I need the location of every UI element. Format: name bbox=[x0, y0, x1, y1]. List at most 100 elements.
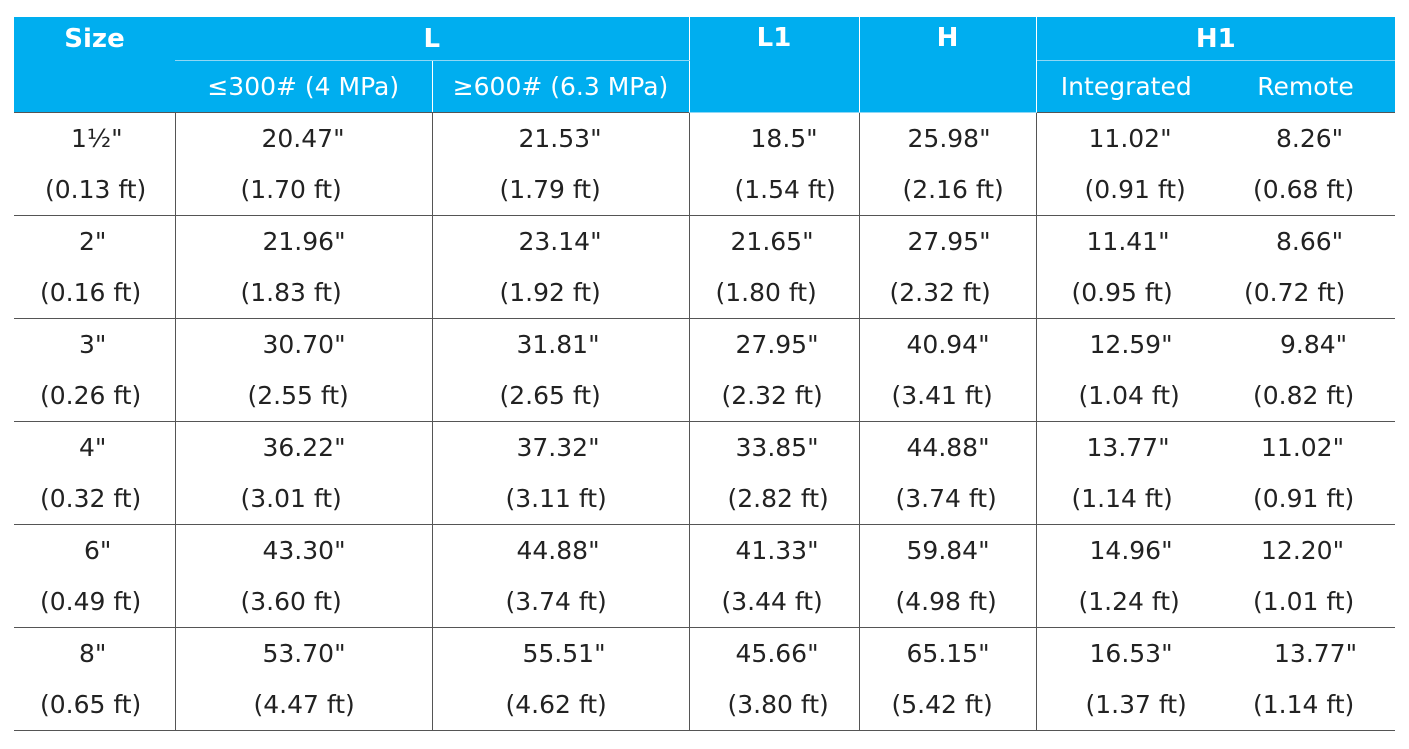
cell-inch: 11.02" bbox=[1088, 124, 1172, 153]
table-row: 2" (0.16 ft) 21.96" (1.83 ft) 23.14" (1.92 … bbox=[14, 215, 1396, 319]
cell-l1: 45.66" (3.80 ft) bbox=[689, 627, 860, 731]
cell-h: 25.98" (2.16 ft) bbox=[859, 112, 1037, 216]
cell-inch: 4" bbox=[79, 433, 107, 462]
cell-inch: 2" bbox=[79, 227, 107, 256]
cell-size: 6" (0.49 ft) bbox=[14, 524, 176, 628]
cell-h1-integrated: 11.02" (0.91 ft) bbox=[1036, 112, 1217, 216]
table-row: 1½" (0.13 ft) 20.47" (1.70 ft) 21.53" (1.79… bbox=[14, 112, 1396, 216]
cell-inch: 20.47" bbox=[261, 124, 345, 153]
cell-l1: 41.33" (3.44 ft) bbox=[689, 524, 860, 628]
cell-h1-remote: 12.20" (1.01 ft) bbox=[1216, 524, 1396, 628]
cell-ft: (3.44 ft) bbox=[721, 587, 823, 616]
table-row: 8" (0.65 ft) 53.70" (4.47 ft) 55.51" (4.62 … bbox=[14, 627, 1396, 731]
cell-ft: (3.74 ft) bbox=[895, 484, 997, 513]
header-h1-remote: Remote bbox=[1216, 60, 1396, 113]
cell-ft: (0.65 ft) bbox=[40, 690, 142, 719]
cell-size: 8" (0.65 ft) bbox=[14, 627, 176, 731]
cell-ft: (3.60 ft) bbox=[240, 587, 342, 616]
cell-inch: 53.70" bbox=[262, 639, 346, 668]
cell-ft: (0.32 ft) bbox=[40, 484, 142, 513]
cell-inch: 59.84" bbox=[906, 536, 990, 565]
cell-h: 59.84" (4.98 ft) bbox=[859, 524, 1037, 628]
cell-inch: 21.65" bbox=[730, 227, 814, 256]
cell-inch: 43.30" bbox=[262, 536, 346, 565]
cell-l-low: 21.96" (1.83 ft) bbox=[175, 215, 433, 319]
cell-inch: 37.32" bbox=[516, 433, 600, 462]
header-size: Size bbox=[14, 17, 175, 61]
cell-ft: (0.26 ft) bbox=[40, 381, 142, 410]
cell-ft: (3.74 ft) bbox=[505, 587, 607, 616]
cell-l-low: 20.47" (1.70 ft) bbox=[175, 112, 433, 216]
cell-h1-remote: 9.84" (0.82 ft) bbox=[1216, 318, 1396, 422]
cell-inch: 55.51" bbox=[522, 639, 606, 668]
cell-ft: (2.32 ft) bbox=[889, 278, 991, 307]
cell-inch: 45.66" bbox=[735, 639, 819, 668]
cell-l1: 33.85" (2.82 ft) bbox=[689, 421, 860, 525]
header-size-blank bbox=[14, 60, 175, 113]
cell-inch: 8" bbox=[79, 639, 107, 668]
cell-inch: 1½" bbox=[71, 124, 123, 153]
header-l: L bbox=[175, 17, 690, 61]
cell-h: 65.15" (5.42 ft) bbox=[859, 627, 1037, 731]
cell-inch: 41.33" bbox=[735, 536, 819, 565]
cell-l-high: 21.53" (1.79 ft) bbox=[432, 112, 690, 216]
cell-size: 2" (0.16 ft) bbox=[14, 215, 176, 319]
cell-ft: (2.32 ft) bbox=[721, 381, 823, 410]
cell-l-low: 43.30" (3.60 ft) bbox=[175, 524, 433, 628]
cell-l-high: 23.14" (1.92 ft) bbox=[432, 215, 690, 319]
cell-ft: (2.55 ft) bbox=[247, 381, 349, 410]
header-h1-integrated: Integrated bbox=[1036, 60, 1217, 113]
cell-ft: (1.83 ft) bbox=[240, 278, 342, 307]
cell-ft: (1.54 ft) bbox=[734, 175, 836, 204]
cell-h1-remote: 13.77" (1.14 ft) bbox=[1216, 627, 1396, 731]
cell-ft: (4.47 ft) bbox=[253, 690, 355, 719]
header-l-high: ≥600# (6.3 MPa) bbox=[432, 60, 690, 113]
header-h1: H1 bbox=[1036, 17, 1396, 61]
cell-ft: (3.01 ft) bbox=[240, 484, 342, 513]
header-h: H bbox=[859, 17, 1037, 113]
cell-inch: 31.81" bbox=[516, 330, 600, 359]
cell-h1-integrated: 12.59" (1.04 ft) bbox=[1036, 318, 1217, 422]
cell-inch: 33.85" bbox=[735, 433, 819, 462]
cell-inch: 27.95" bbox=[907, 227, 991, 256]
cell-l-high: 55.51" (4.62 ft) bbox=[432, 627, 690, 731]
cell-l-high: 44.88" (3.74 ft) bbox=[432, 524, 690, 628]
cell-ft: (0.91 ft) bbox=[1084, 175, 1186, 204]
cell-inch: 8.66" bbox=[1276, 227, 1344, 256]
cell-inch: 16.53" bbox=[1089, 639, 1173, 668]
cell-ft: (1.37 ft) bbox=[1085, 690, 1187, 719]
cell-size: 3" (0.26 ft) bbox=[14, 318, 176, 422]
table-row: 6" (0.49 ft) 43.30" (3.60 ft) 44.88" (3.74 … bbox=[14, 524, 1396, 628]
cell-l-low: 53.70" (4.47 ft) bbox=[175, 627, 433, 731]
cell-inch: 3" bbox=[79, 330, 107, 359]
cell-h1-integrated: 11.41" (0.95 ft) bbox=[1036, 215, 1217, 319]
cell-inch: 21.96" bbox=[262, 227, 346, 256]
cell-inch: 21.53" bbox=[518, 124, 602, 153]
cell-h1-integrated: 16.53" (1.37 ft) bbox=[1036, 627, 1217, 731]
cell-inch: 44.88" bbox=[516, 536, 600, 565]
cell-inch: 13.77" bbox=[1086, 433, 1170, 462]
cell-inch: 40.94" bbox=[906, 330, 990, 359]
cell-l-high: 31.81" (2.65 ft) bbox=[432, 318, 690, 422]
cell-h: 40.94" (3.41 ft) bbox=[859, 318, 1037, 422]
cell-ft: (1.14 ft) bbox=[1253, 690, 1355, 719]
cell-inch: 23.14" bbox=[518, 227, 602, 256]
cell-ft: (1.70 ft) bbox=[240, 175, 342, 204]
cell-ft: (4.62 ft) bbox=[505, 690, 607, 719]
cell-inch: 18.5" bbox=[750, 124, 818, 153]
cell-inch: 36.22" bbox=[262, 433, 346, 462]
cell-ft: (1.92 ft) bbox=[499, 278, 601, 307]
cell-ft: (5.42 ft) bbox=[891, 690, 993, 719]
cell-l1: 18.5" (1.54 ft) bbox=[689, 112, 860, 216]
cell-l-low: 36.22" (3.01 ft) bbox=[175, 421, 433, 525]
header-l1: L1 bbox=[689, 17, 860, 113]
cell-ft: (1.79 ft) bbox=[499, 175, 601, 204]
cell-inch: 44.88" bbox=[906, 433, 990, 462]
cell-size: 4" (0.32 ft) bbox=[14, 421, 176, 525]
cell-h1-remote: 11.02" (0.91 ft) bbox=[1216, 421, 1396, 525]
cell-ft: (0.91 ft) bbox=[1253, 484, 1355, 513]
cell-ft: (3.80 ft) bbox=[727, 690, 829, 719]
cell-inch: 9.84" bbox=[1280, 330, 1348, 359]
cell-inch: 12.20" bbox=[1261, 536, 1345, 565]
cell-h1-integrated: 14.96" (1.24 ft) bbox=[1036, 524, 1217, 628]
